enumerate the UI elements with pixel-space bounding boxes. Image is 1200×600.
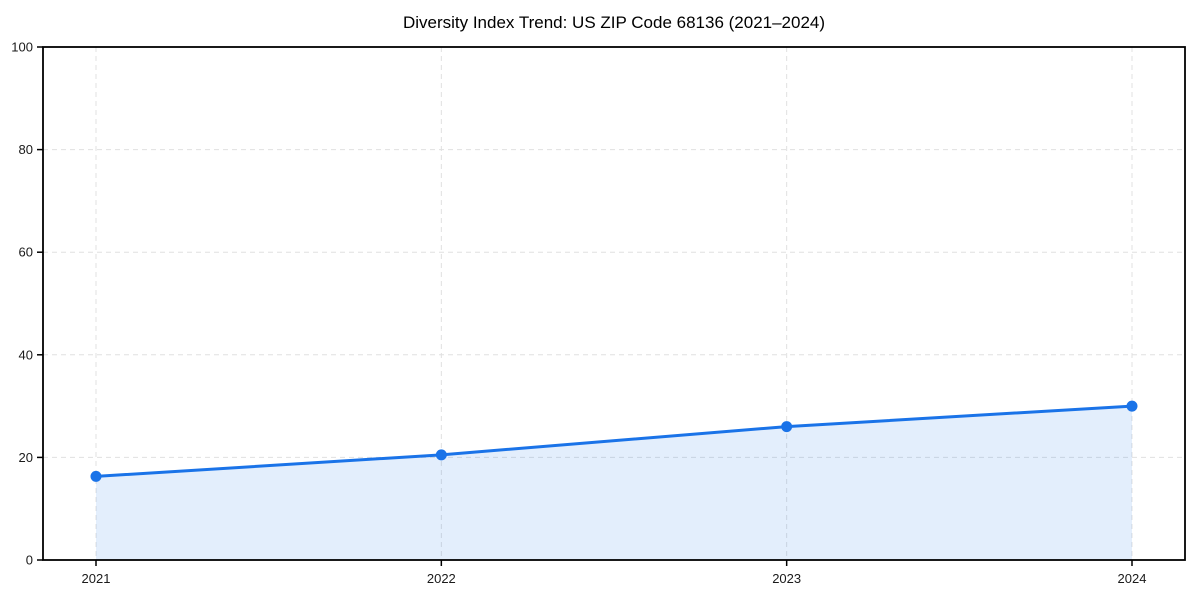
data-point-2021 xyxy=(90,470,102,482)
y-tick-label-0: 0 xyxy=(26,553,33,568)
area-fill xyxy=(96,406,1132,560)
data-point-2024 xyxy=(1126,400,1138,412)
plot-border xyxy=(42,46,1186,561)
y-tick-label-60: 60 xyxy=(19,245,33,260)
y-tick-label-80: 80 xyxy=(19,142,33,157)
trend-line xyxy=(94,404,1134,478)
y-tick-label-100: 100 xyxy=(11,40,33,55)
y-tick-label-20: 20 xyxy=(19,450,33,465)
x-tick-label-2024: 2024 xyxy=(1118,571,1147,586)
chart-title: Diversity Index Trend: US ZIP Code 68136… xyxy=(402,13,826,32)
x-tick-label-2022: 2022 xyxy=(427,571,456,586)
x-tick-label-2021: 2021 xyxy=(82,571,111,586)
plot-area-background xyxy=(43,47,1185,560)
y-tick-label-40: 40 xyxy=(19,347,33,362)
data-point-2023 xyxy=(781,421,793,433)
data-point-2022 xyxy=(435,449,447,461)
x-tick-label-2023: 2023 xyxy=(772,571,801,586)
